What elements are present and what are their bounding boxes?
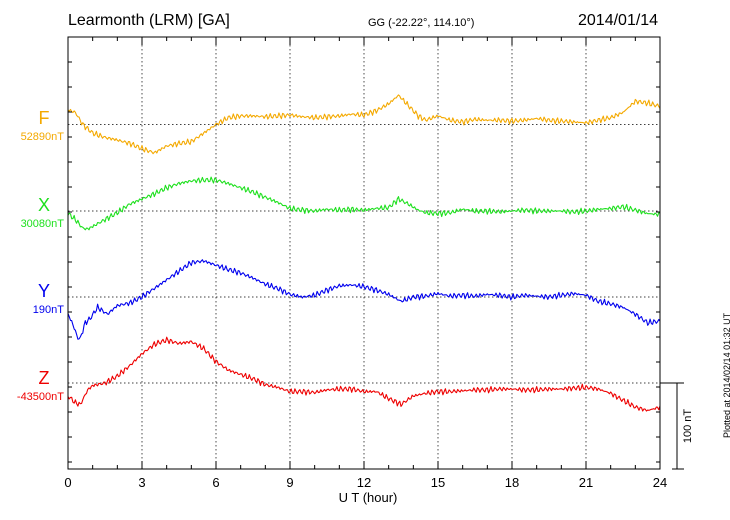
axis-ticks [67,37,661,469]
component-label-x: X [37,195,50,215]
x-tick-label: 3 [138,475,145,490]
series-line-z [67,336,661,412]
component-label-z: Z [38,368,50,388]
station-title: Learmonth (LRM) [GA] [68,12,230,29]
baseline-label-z: -43500nT [16,391,64,403]
x-tick-label: 9 [286,475,293,490]
series-line-f [67,94,661,155]
series-line-y [67,259,661,340]
x-tick-label: 15 [431,475,445,490]
scale-bar [660,382,684,470]
x-axis-label: U T (hour) [339,490,398,505]
x-tick-label: 12 [357,475,371,490]
x-tick-label: 18 [505,475,519,490]
grid-lines [68,37,660,469]
x-tick-label: 21 [579,475,593,490]
x-tick-label: 24 [653,475,667,490]
baseline-label-y: 190nT [32,304,64,316]
component-label-y: Y [37,281,50,301]
baseline-label-f: 52890nT [20,131,64,143]
x-tick-label: 6 [212,475,219,490]
plot-date: 2014/01/14 [578,12,659,29]
component-label-f: F [38,108,50,128]
geographic-coordinates: GG (-22.22°, 114.10°) [368,17,475,29]
x-tick-labels: 0 3 6 9 12 15 18 21 24 [64,475,667,490]
baseline-label-x: 30080nT [20,218,64,230]
series-line-x [67,176,661,231]
series-group [67,94,661,412]
x-tick-label: 0 [64,475,71,490]
plotted-timestamp: Plotted at 2014/02/14 01:32 UT [722,312,730,438]
scale-bar-label: 100 nT [682,409,694,444]
